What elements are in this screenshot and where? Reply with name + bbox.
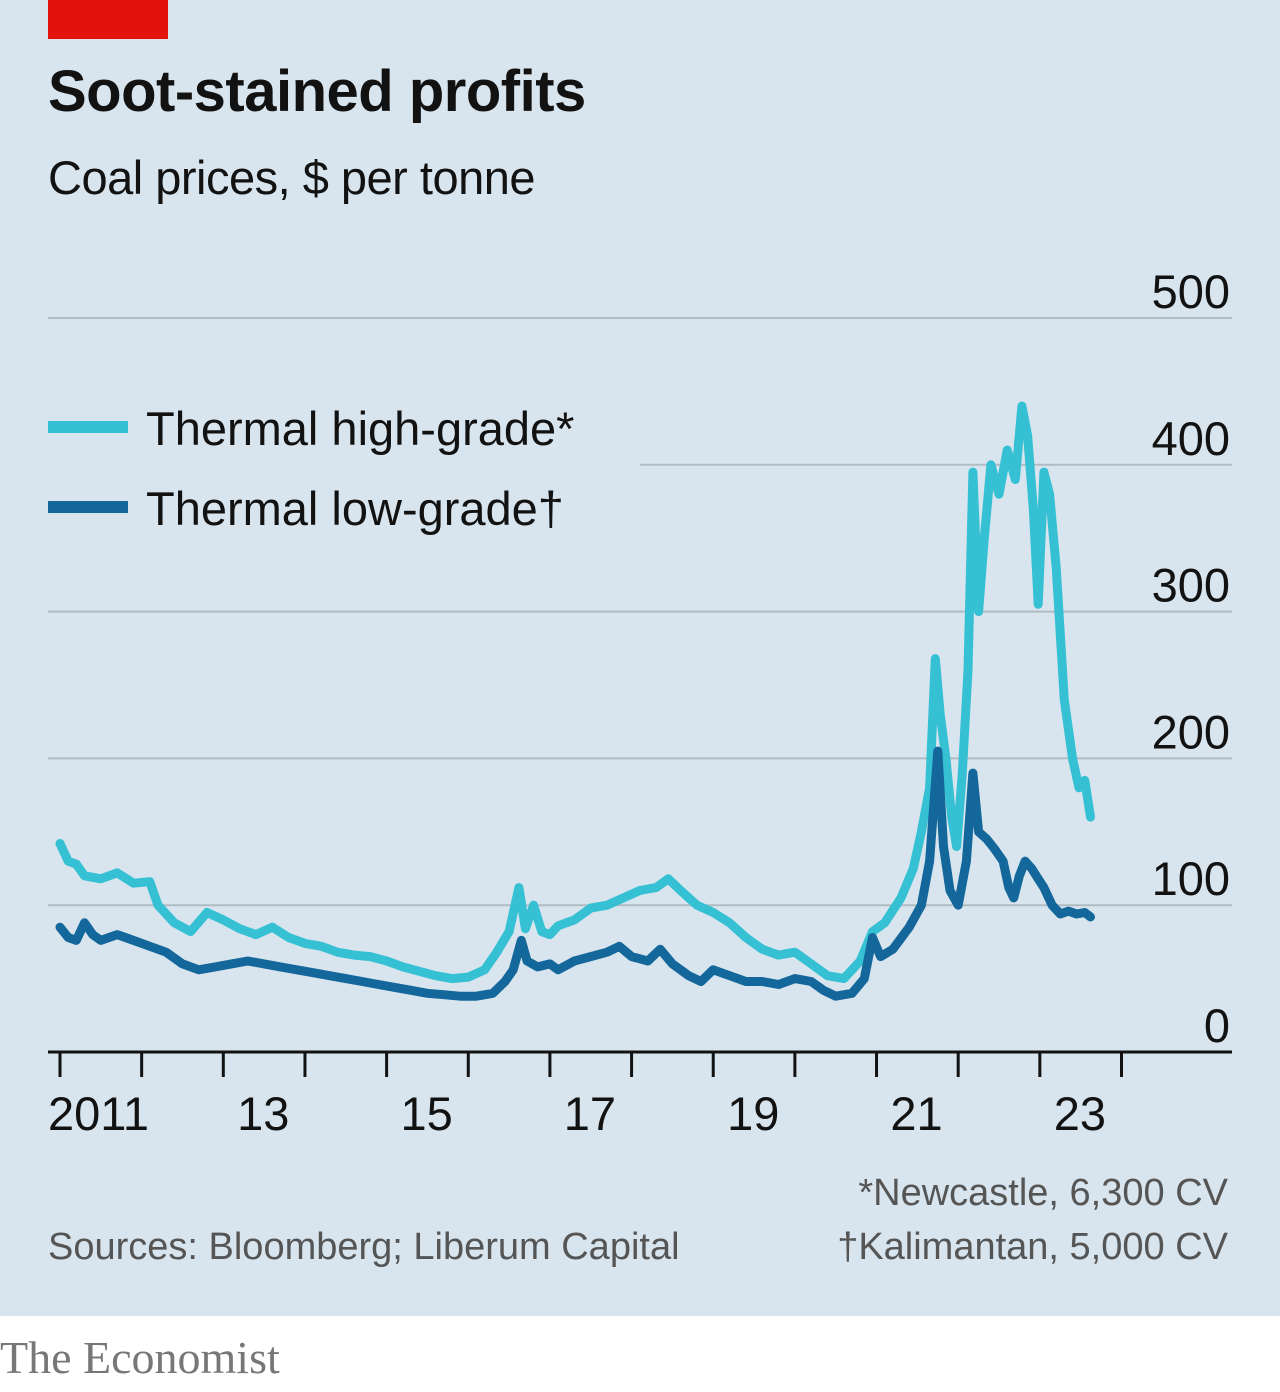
chart-plot: 0 100 200 300 400 500 2011 13 15 17 19 21 23 Therma… [48,265,1232,1140]
series-line-high-grade [55,401,1095,984]
series-line-low-grade [55,746,1095,1001]
chart-title: Soot-stained profits [48,59,586,124]
footnote-low-grade: †Kalimantan, 5,000 CV [837,1226,1228,1268]
y-tick-label-0: 0 [1204,999,1230,1052]
series-lines [55,401,1095,1001]
x-tick-label-21: 21 [890,1087,942,1140]
y-tick-label-500: 500 [1152,265,1230,318]
y-tick-label-200: 200 [1152,705,1230,758]
y-tick-label-300: 300 [1152,559,1230,612]
chart-subtitle: Coal prices, $ per tonne [48,151,536,204]
chart-panel [0,0,1280,1316]
x-tick-label-19: 19 [727,1087,779,1140]
brand-red-tag [48,0,168,39]
gridlines [48,317,1232,907]
y-tick-label-400: 400 [1152,412,1230,465]
source-note: Sources: Bloomberg; Liberum Capital [48,1226,680,1268]
legend-label-low-grade: Thermal low-grade† [146,482,564,535]
x-tick-label-13: 13 [237,1087,289,1140]
x-tick-label-23: 23 [1054,1087,1106,1140]
economist-logo: The Economist [0,1332,280,1383]
y-tick-label-100: 100 [1152,852,1230,905]
y-axis-ticks: 0 100 200 300 400 500 [1152,265,1230,1052]
x-tick-label-2011: 2011 [48,1087,149,1140]
x-axis: 2011 13 15 17 19 21 23 [48,1050,1232,1140]
x-tick-label-15: 15 [400,1087,452,1140]
footnote-high-grade: *Newcastle, 6,300 CV [858,1172,1228,1214]
x-tick-label-17: 17 [564,1087,616,1140]
legend: Thermal high-grade* Thermal low-grade† [48,402,574,535]
legend-label-high-grade: Thermal high-grade* [146,402,574,455]
